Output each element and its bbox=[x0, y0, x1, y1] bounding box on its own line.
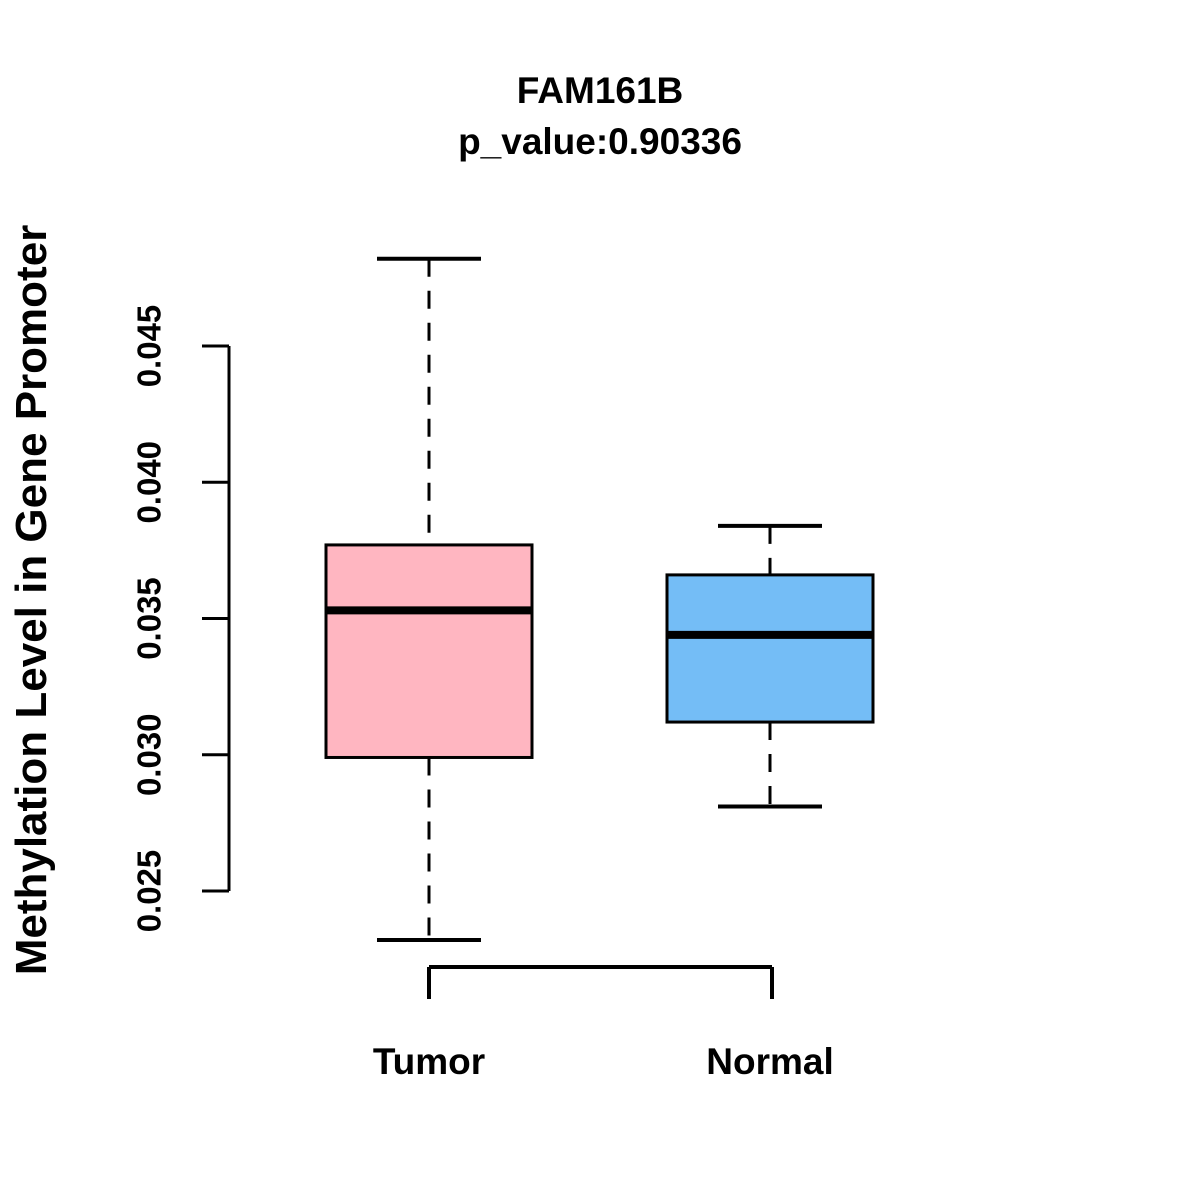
iqr-box-tumor bbox=[324, 543, 534, 759]
y-axis-tick-label-0.035: 0.035 bbox=[131, 577, 168, 660]
x-axis-label-normal: Normal bbox=[706, 1041, 833, 1082]
chart-title: FAM161B bbox=[516, 70, 684, 111]
y-axis-tick-label-0.040: 0.040 bbox=[131, 441, 168, 524]
y-axis-tick-label-0.025: 0.025 bbox=[131, 850, 168, 933]
chart-subtitle-pvalue: p_value:0.90336 bbox=[458, 121, 742, 162]
y-axis-tick-label-0.045: 0.045 bbox=[131, 305, 168, 388]
x-axis-label-tumor: Tumor bbox=[373, 1041, 485, 1082]
y-axis-tick-label-0.030: 0.030 bbox=[131, 713, 168, 796]
iqr-box-normal bbox=[665, 573, 875, 724]
